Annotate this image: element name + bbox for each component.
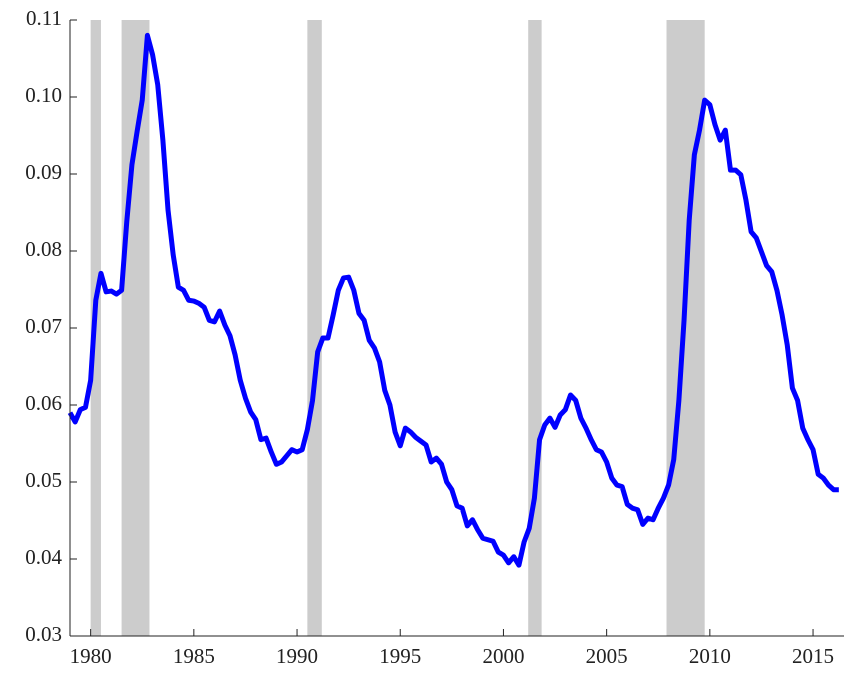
- y-tick-label: 0.04: [25, 545, 62, 569]
- y-tick-label: 0.10: [25, 83, 62, 107]
- x-tick-label: 1995: [379, 644, 421, 668]
- x-tick-label: 1980: [70, 644, 112, 668]
- x-tick-label: 2005: [586, 644, 628, 668]
- y-tick-label: 0.03: [25, 622, 62, 646]
- y-tick-label: 0.09: [25, 160, 62, 184]
- shaded-period: [121, 20, 150, 636]
- x-tick-label: 1990: [276, 644, 318, 668]
- data-line: [67, 32, 839, 568]
- shaded-period: [528, 20, 542, 636]
- y-tick-label: 0.11: [26, 6, 62, 30]
- x-tick-label: 2015: [792, 644, 834, 668]
- x-tick-label: 1985: [173, 644, 215, 668]
- x-tick-label: 2000: [482, 644, 524, 668]
- x-tick-label: 2010: [689, 644, 731, 668]
- shaded-period: [307, 20, 322, 636]
- y-tick-label: 0.05: [25, 468, 62, 492]
- y-tick-label: 0.07: [25, 314, 62, 338]
- y-tick-label: 0.06: [25, 391, 62, 415]
- y-tick-label: 0.08: [25, 237, 62, 261]
